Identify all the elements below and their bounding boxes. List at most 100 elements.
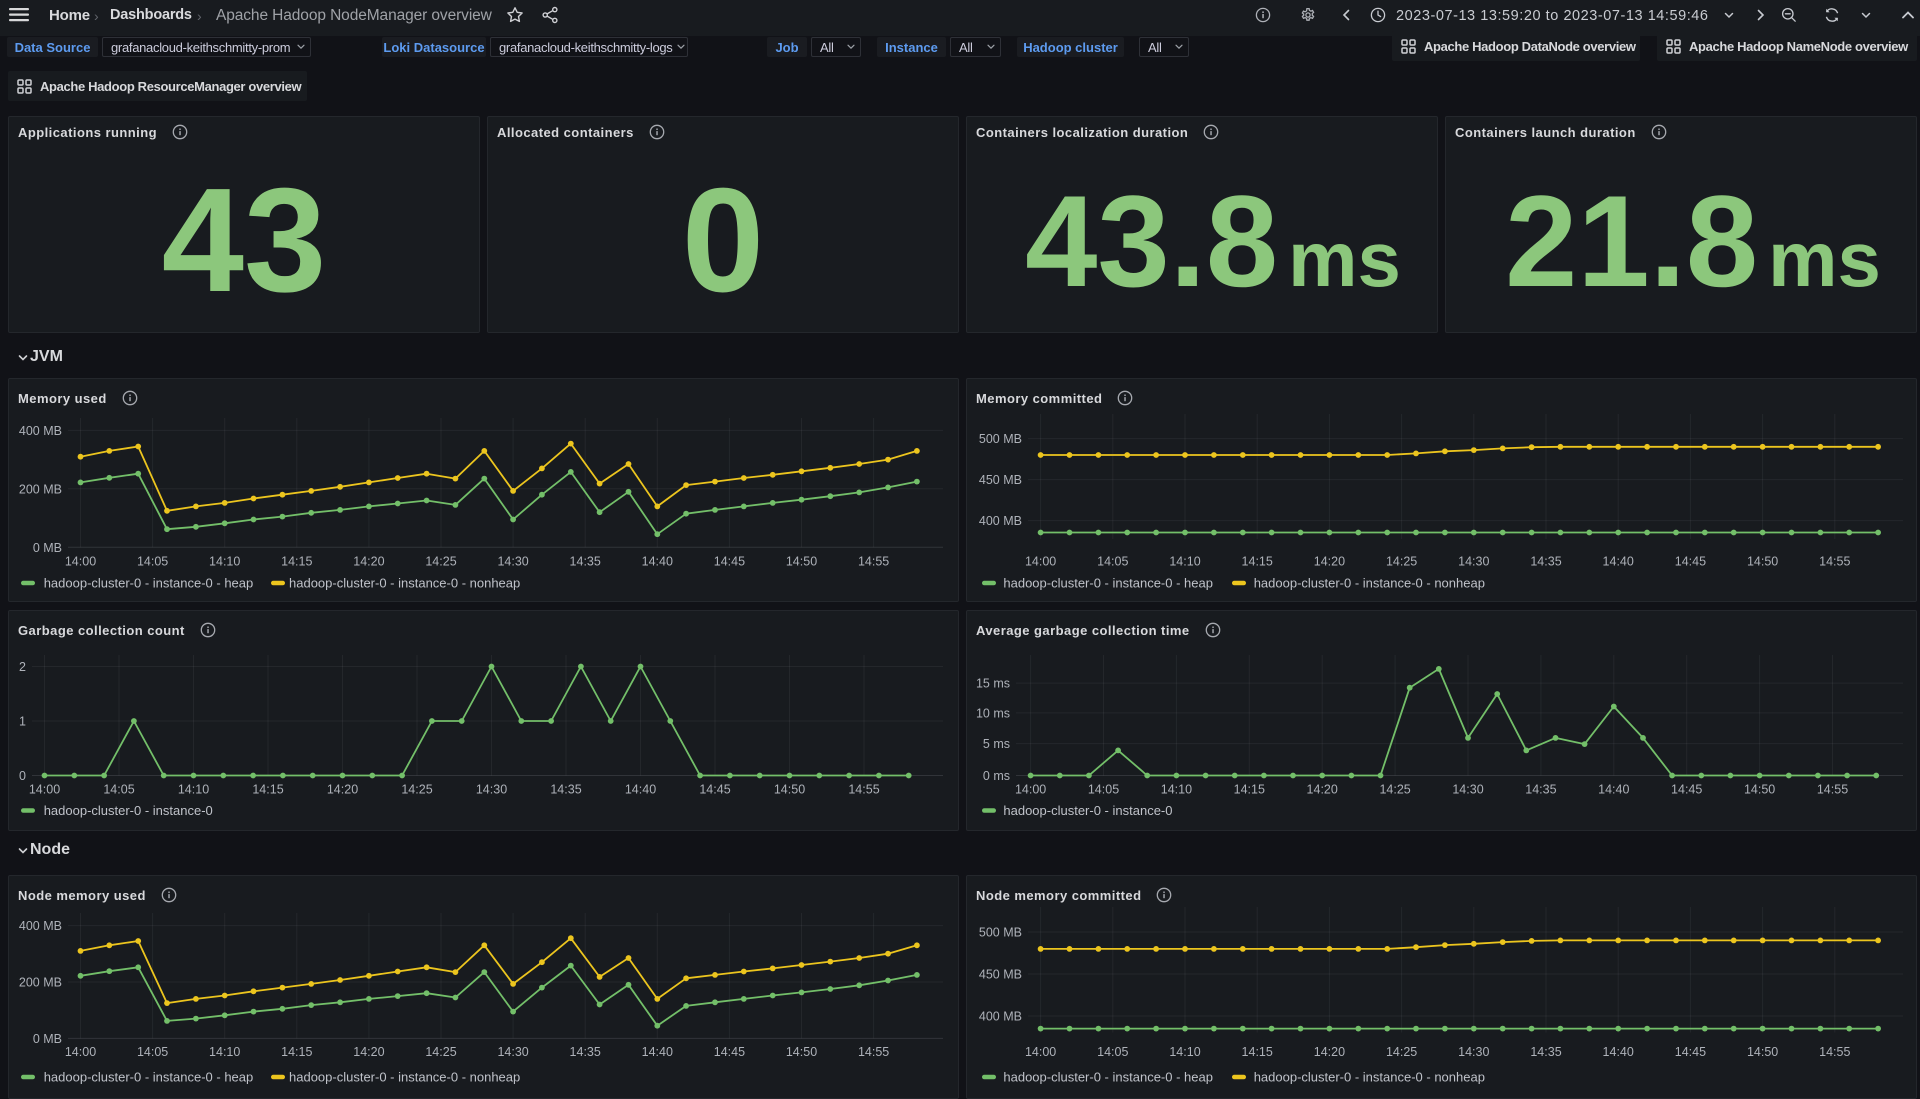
svg-text:14:05: 14:05 (1088, 783, 1119, 797)
svg-text:14:45: 14:45 (1671, 783, 1702, 797)
svg-text:hadoop-cluster-0 - instance-0: hadoop-cluster-0 - instance-0 - nonheap (1254, 576, 1485, 591)
svg-text:14:45: 14:45 (1675, 555, 1706, 569)
svg-text:14:05: 14:05 (137, 1045, 168, 1059)
svg-text:14:30: 14:30 (476, 783, 507, 797)
svg-text:14:00: 14:00 (65, 1045, 96, 1059)
svg-text:14:55: 14:55 (1817, 783, 1848, 797)
svg-text:400 MB: 400 MB (979, 1010, 1022, 1024)
svg-text:14:30: 14:30 (1458, 555, 1489, 569)
svg-text:14:15: 14:15 (252, 783, 283, 797)
svg-text:400 MB: 400 MB (19, 424, 62, 438)
svg-text:hadoop-cluster-0 - instance-0: hadoop-cluster-0 - instance-0 - heap (1003, 1070, 1213, 1085)
svg-text:14:35: 14:35 (1530, 1045, 1561, 1059)
svg-text:hadoop-cluster-0 - instance-0: hadoop-cluster-0 - instance-0 - nonheap (1254, 1070, 1485, 1085)
svg-text:400 MB: 400 MB (979, 514, 1022, 528)
svg-text:14:15: 14:15 (281, 1045, 312, 1059)
svg-text:14:10: 14:10 (209, 1045, 240, 1059)
svg-text:14:55: 14:55 (858, 555, 889, 569)
svg-text:14:40: 14:40 (642, 555, 673, 569)
svg-text:14:50: 14:50 (1747, 555, 1778, 569)
svg-text:14:10: 14:10 (1169, 555, 1200, 569)
svg-text:14:55: 14:55 (848, 783, 879, 797)
svg-text:14:20: 14:20 (327, 783, 358, 797)
svg-text:14:20: 14:20 (1314, 1045, 1345, 1059)
svg-text:14:00: 14:00 (1025, 1045, 1056, 1059)
svg-text:10 ms: 10 ms (976, 706, 1010, 720)
svg-text:hadoop-cluster-0 - instance-0: hadoop-cluster-0 - instance-0 - heap (1003, 576, 1213, 591)
svg-text:14:50: 14:50 (786, 1045, 817, 1059)
svg-text:450 MB: 450 MB (979, 473, 1022, 487)
svg-text:hadoop-cluster-0 - instance-0: hadoop-cluster-0 - instance-0 - nonheap (289, 576, 520, 591)
svg-text:14:15: 14:15 (281, 555, 312, 569)
svg-text:14:25: 14:25 (1379, 783, 1410, 797)
svg-text:14:00: 14:00 (1015, 783, 1046, 797)
svg-text:14:25: 14:25 (425, 555, 456, 569)
svg-text:14:55: 14:55 (858, 1045, 889, 1059)
svg-text:14:00: 14:00 (65, 555, 96, 569)
svg-text:14:20: 14:20 (1314, 555, 1345, 569)
svg-text:14:30: 14:30 (497, 555, 528, 569)
svg-text:14:50: 14:50 (774, 783, 805, 797)
svg-text:14:00: 14:00 (29, 783, 60, 797)
svg-text:14:20: 14:20 (353, 1045, 384, 1059)
svg-text:450 MB: 450 MB (979, 968, 1022, 982)
svg-text:14:40: 14:40 (642, 1045, 673, 1059)
svg-text:14:45: 14:45 (699, 783, 730, 797)
svg-text:14:40: 14:40 (1598, 783, 1629, 797)
svg-text:0 MB: 0 MB (33, 541, 62, 555)
svg-text:14:50: 14:50 (1744, 783, 1775, 797)
svg-text:14:45: 14:45 (714, 1045, 745, 1059)
svg-text:14:35: 14:35 (1530, 555, 1561, 569)
svg-text:14:15: 14:15 (1242, 555, 1273, 569)
svg-text:14:50: 14:50 (1747, 1045, 1778, 1059)
svg-text:14:30: 14:30 (1452, 783, 1483, 797)
svg-text:14:45: 14:45 (714, 555, 745, 569)
svg-text:14:05: 14:05 (137, 555, 168, 569)
svg-text:14:15: 14:15 (1242, 1045, 1273, 1059)
svg-text:500 MB: 500 MB (979, 432, 1022, 446)
svg-text:14:15: 14:15 (1234, 783, 1265, 797)
svg-text:14:25: 14:25 (425, 1045, 456, 1059)
svg-text:14:00: 14:00 (1025, 555, 1056, 569)
svg-text:14:05: 14:05 (1097, 555, 1128, 569)
svg-text:14:25: 14:25 (401, 783, 432, 797)
svg-text:hadoop-cluster-0 - instance-0: hadoop-cluster-0 - instance-0 (44, 803, 213, 818)
svg-text:14:45: 14:45 (1675, 1045, 1706, 1059)
svg-text:hadoop-cluster-0 - instance-0: hadoop-cluster-0 - instance-0 - nonheap (289, 1070, 520, 1085)
svg-text:14:30: 14:30 (1458, 1045, 1489, 1059)
svg-text:200 MB: 200 MB (19, 976, 62, 990)
svg-text:14:20: 14:20 (353, 555, 384, 569)
svg-text:14:50: 14:50 (786, 555, 817, 569)
svg-text:15 ms: 15 ms (976, 677, 1010, 691)
svg-text:0 MB: 0 MB (33, 1032, 62, 1046)
svg-text:14:05: 14:05 (1097, 1045, 1128, 1059)
svg-text:hadoop-cluster-0 - instance-0: hadoop-cluster-0 - instance-0 - heap (44, 1070, 254, 1085)
svg-text:14:35: 14:35 (570, 1045, 601, 1059)
svg-text:14:25: 14:25 (1386, 555, 1417, 569)
svg-text:14:35: 14:35 (550, 783, 581, 797)
svg-text:14:35: 14:35 (570, 555, 601, 569)
svg-text:14:40: 14:40 (1603, 555, 1634, 569)
svg-text:2: 2 (19, 660, 26, 674)
svg-text:5 ms: 5 ms (983, 737, 1010, 751)
svg-text:hadoop-cluster-0 - instance-0: hadoop-cluster-0 - instance-0 (1003, 803, 1172, 818)
svg-text:14:35: 14:35 (1525, 783, 1556, 797)
svg-text:400 MB: 400 MB (19, 919, 62, 933)
svg-text:14:25: 14:25 (1386, 1045, 1417, 1059)
svg-text:14:40: 14:40 (1603, 1045, 1634, 1059)
svg-text:14:10: 14:10 (178, 783, 209, 797)
svg-text:14:10: 14:10 (1161, 783, 1192, 797)
svg-text:200 MB: 200 MB (19, 482, 62, 496)
svg-text:14:05: 14:05 (103, 783, 134, 797)
svg-text:14:20: 14:20 (1307, 783, 1338, 797)
svg-text:14:10: 14:10 (209, 555, 240, 569)
svg-text:14:40: 14:40 (625, 783, 656, 797)
svg-text:hadoop-cluster-0 - instance-0: hadoop-cluster-0 - instance-0 - heap (44, 576, 254, 591)
svg-text:0 ms: 0 ms (983, 769, 1010, 783)
svg-text:500 MB: 500 MB (979, 926, 1022, 940)
svg-text:1: 1 (19, 715, 26, 729)
svg-text:14:55: 14:55 (1819, 1045, 1850, 1059)
svg-text:14:30: 14:30 (497, 1045, 528, 1059)
svg-text:14:10: 14:10 (1169, 1045, 1200, 1059)
svg-text:14:55: 14:55 (1819, 555, 1850, 569)
